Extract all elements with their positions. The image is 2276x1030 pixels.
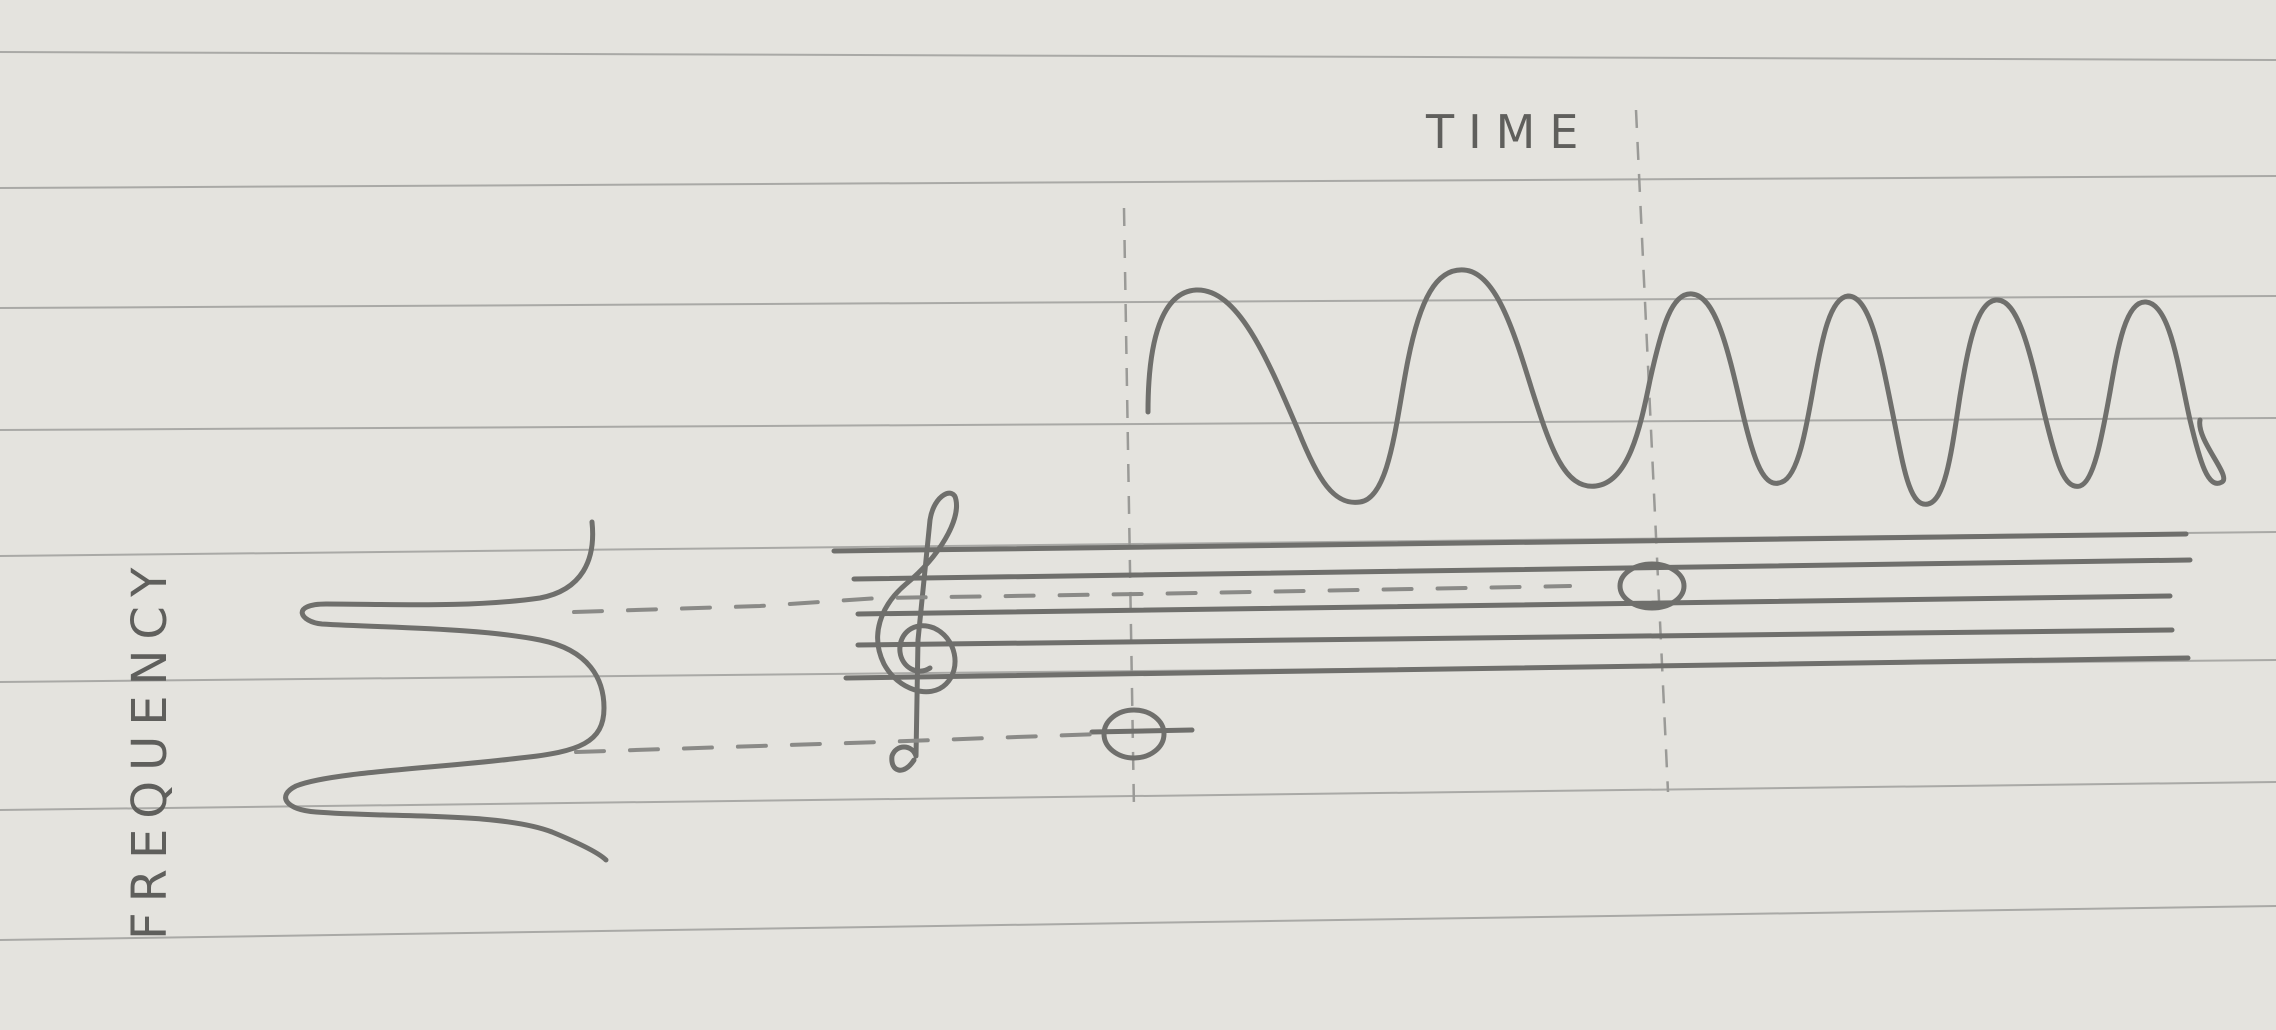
- frequency-axis-label: FREQUENCY: [122, 558, 178, 940]
- staff-line: [831, 531, 2189, 554]
- time-guides: [1122, 109, 1670, 811]
- connector-upper: [572, 584, 1572, 614]
- ruled-line: [0, 51, 2276, 61]
- low-note: [1089, 707, 1195, 761]
- ledger-line: [1089, 727, 1195, 735]
- time-guide-line: [1634, 109, 1670, 793]
- ruled-line: [0, 175, 2276, 189]
- frequency-connectors: [572, 584, 1572, 754]
- ruled-line: [0, 781, 2276, 811]
- ruled-line: [0, 905, 2276, 941]
- staff-line: [855, 627, 2175, 648]
- treble-clef-icon: [875, 490, 959, 773]
- chirp-waveform: [1145, 267, 2227, 507]
- ruled-line: [0, 417, 2276, 431]
- music-staff: [831, 531, 2193, 681]
- high-note-head: [1617, 561, 1687, 611]
- connector-lower: [574, 732, 1102, 754]
- staff-line: [843, 655, 2191, 681]
- time-axis-label: TIME: [1425, 105, 1592, 159]
- ruled-line: [0, 295, 2276, 309]
- time-guide-line: [1122, 207, 1136, 811]
- frequency-spectrum: [283, 519, 609, 863]
- ruled-lines: [0, 51, 2276, 941]
- staff-line: [855, 593, 2173, 617]
- staff-line: [851, 557, 2193, 582]
